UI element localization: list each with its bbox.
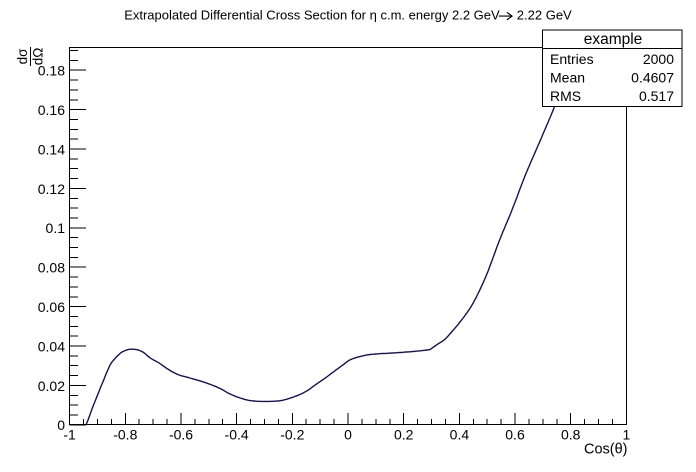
svg-text:0.04: 0.04 [38,338,65,354]
svg-text:-0.8: -0.8 [113,427,137,443]
svg-text:-0.2: -0.2 [280,427,304,443]
svg-text:Entries: Entries [550,51,594,67]
svg-text:0.02: 0.02 [38,378,65,394]
svg-text:dΩ: dΩ [31,48,46,66]
svg-text:0.1: 0.1 [46,220,66,236]
svg-text:0.14: 0.14 [38,141,65,157]
svg-text:0.16: 0.16 [38,102,65,118]
svg-text:2000: 2000 [643,51,674,67]
svg-text:0: 0 [57,417,65,433]
svg-text:0.06: 0.06 [38,299,65,315]
svg-text:-1: -1 [63,427,76,443]
svg-text:-0.4: -0.4 [225,427,249,443]
svg-text:0.08: 0.08 [38,260,65,276]
svg-text:0.8: 0.8 [561,427,581,443]
svg-text:0.12: 0.12 [38,181,65,197]
svg-text:example: example [584,31,643,48]
svg-text:0.6: 0.6 [505,427,525,443]
svg-text:1: 1 [623,427,631,443]
svg-text:0.517: 0.517 [639,88,674,104]
svg-text:0: 0 [344,427,352,443]
svg-text:0.18: 0.18 [38,63,65,79]
svg-text:0.2: 0.2 [394,427,414,443]
svg-text:RMS: RMS [550,88,581,104]
svg-text:2.22 GeV: 2.22 GeV [517,8,572,23]
svg-text:Cos(θ): Cos(θ) [584,442,628,458]
svg-text:Extrapolated Differential Cros: Extrapolated Differential Cross Section … [124,8,500,23]
svg-text:0.4: 0.4 [450,427,470,443]
svg-text:-0.6: -0.6 [169,427,193,443]
svg-text:0.4607: 0.4607 [631,70,674,86]
svg-text:dσ: dσ [15,48,30,65]
svg-text:Mean: Mean [550,70,585,86]
